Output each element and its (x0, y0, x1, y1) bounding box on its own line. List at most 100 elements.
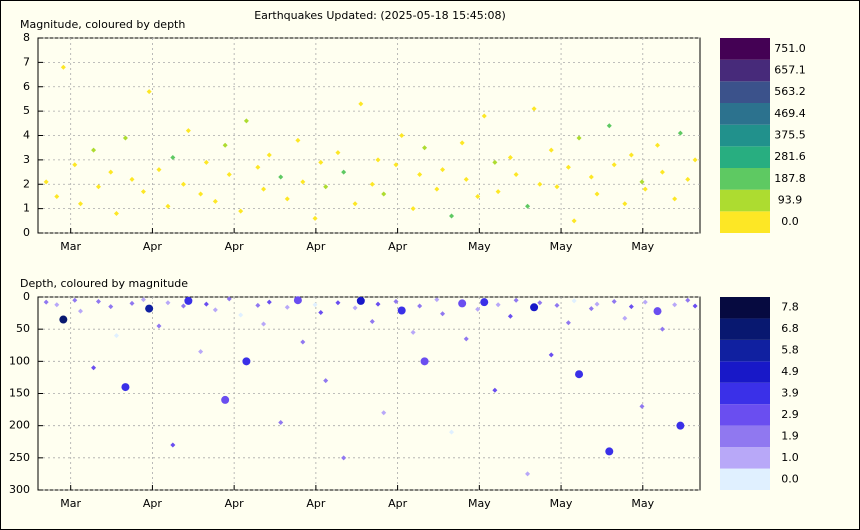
x-tick-label: Apr (306, 240, 326, 253)
y-tick-label: 250 (9, 451, 30, 464)
point (554, 302, 560, 308)
point (278, 419, 284, 425)
colorbar-band (720, 168, 770, 190)
colorbar-label: 5.8 (781, 344, 799, 357)
point (655, 142, 661, 148)
point (393, 299, 399, 305)
point (170, 154, 176, 160)
point (417, 172, 423, 177)
point (369, 181, 375, 187)
colorbar-label: 469.4 (774, 107, 806, 120)
point (449, 429, 455, 435)
point (122, 135, 128, 141)
point (381, 191, 387, 197)
y-tick-label: 0 (23, 226, 30, 239)
point (381, 410, 387, 416)
colorbar-label: 4.9 (781, 365, 799, 378)
point (284, 304, 290, 310)
point (481, 113, 487, 119)
point (507, 313, 513, 319)
point (212, 198, 218, 204)
point (295, 137, 301, 143)
point (77, 308, 83, 314)
point (692, 157, 698, 163)
point (312, 215, 318, 221)
colorbar-label: 2.9 (781, 408, 799, 421)
point (420, 357, 429, 366)
point (198, 191, 204, 197)
x-tick-label: May (550, 497, 573, 510)
point (530, 303, 539, 312)
x-tick-label: Apr (143, 240, 163, 253)
y-tick-label: 8 (23, 31, 30, 44)
point (54, 302, 60, 308)
point (203, 301, 209, 307)
point (72, 297, 78, 303)
point (375, 301, 381, 307)
x-tick-label: Mar (60, 497, 81, 510)
colorbar-label: 1.0 (781, 451, 799, 464)
point (507, 154, 513, 160)
point (369, 318, 375, 324)
y-tick-label: 5 (23, 104, 30, 117)
point (91, 147, 97, 153)
point (492, 159, 498, 165)
point (611, 299, 617, 305)
colorbar-band (720, 425, 770, 448)
point (108, 304, 114, 310)
y-tick-label: 0 (23, 290, 30, 303)
point (312, 302, 318, 308)
point (222, 142, 228, 148)
point (165, 300, 171, 306)
point (145, 304, 154, 313)
point (611, 162, 617, 168)
point (399, 133, 405, 138)
point (266, 299, 272, 305)
point (170, 442, 176, 448)
point (537, 300, 543, 306)
point (318, 309, 324, 315)
point (685, 176, 691, 182)
point (548, 352, 554, 358)
point (341, 455, 347, 461)
point (449, 213, 455, 219)
point (434, 186, 440, 192)
point (495, 189, 501, 195)
point (156, 167, 162, 173)
colorbar-label: 657.1 (774, 64, 806, 77)
point (278, 174, 284, 180)
colorbar-band (720, 361, 770, 383)
point (531, 106, 537, 112)
point (606, 123, 612, 129)
x-tick-label: Apr (388, 240, 408, 253)
point (284, 196, 290, 202)
point (165, 203, 171, 209)
point (212, 307, 218, 313)
point (622, 201, 628, 207)
point (180, 181, 186, 187)
colorbar-label: 93.9 (778, 194, 803, 207)
point (537, 181, 543, 187)
point (95, 299, 101, 305)
point (356, 296, 365, 305)
y-tick-label: 6 (23, 80, 30, 93)
y-tick-label: 300 (9, 483, 30, 496)
point (140, 297, 146, 303)
point (525, 471, 531, 477)
colorbar-label: 0.0 (781, 215, 799, 228)
colorbar-label: 6.8 (781, 322, 799, 335)
point (335, 300, 341, 306)
panel-title: Depth, coloured by magnitude (20, 277, 188, 290)
colorbar-label: 0.0 (781, 472, 799, 485)
point (659, 326, 665, 332)
point (54, 193, 60, 199)
point (156, 323, 162, 329)
point (495, 302, 501, 308)
colorbar-band (720, 468, 770, 490)
point (588, 174, 594, 180)
point (672, 302, 678, 308)
point (72, 162, 78, 168)
colorbar-band (720, 146, 770, 168)
point (261, 321, 267, 327)
point (341, 169, 347, 175)
